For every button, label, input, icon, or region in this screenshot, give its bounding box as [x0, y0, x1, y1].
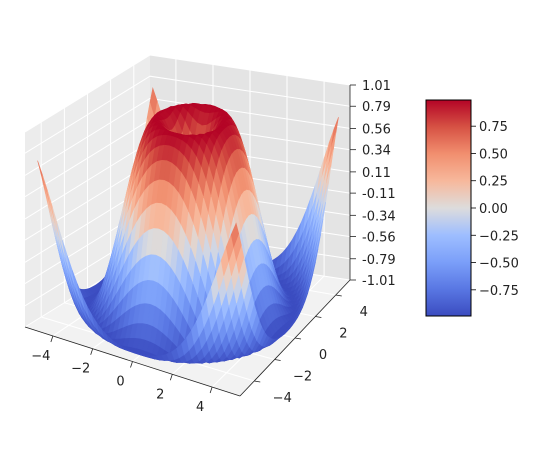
- y-tick-label: −4: [273, 391, 292, 406]
- colorbar-tick-label: 0.50: [479, 147, 508, 162]
- z-tick-label: -1.01: [362, 274, 396, 289]
- colorbar-tick-label: 0.75: [479, 120, 508, 135]
- y-tick-label: −2: [293, 369, 312, 384]
- y-tick-label: 0: [319, 348, 327, 363]
- x-tick-label: −2: [71, 362, 90, 377]
- colorbar-tick-label: −0.75: [479, 284, 519, 299]
- surface-cell: [230, 222, 240, 248]
- z-tick-label: -0.79: [362, 253, 396, 268]
- z-tick-label: 0.79: [362, 100, 391, 115]
- z-axis-ticks: -1.01 -0.79 -0.56 -0.34 -0.11 0.11 0.34 0.56 0.7…: [350, 79, 396, 289]
- colorbar-tick-label: 0.25: [479, 175, 508, 190]
- surface-mesh: [37, 86, 339, 364]
- y-axis-ticks: −4−2 024: [254, 294, 368, 406]
- x-tick-label: −4: [31, 349, 50, 364]
- y-tick-label: 2: [339, 327, 347, 342]
- z-tick-label: -0.11: [362, 187, 396, 202]
- z-tick-label: 1.01: [362, 79, 391, 94]
- z-tick-label: 0.11: [362, 166, 391, 181]
- x-tick-label: 4: [196, 400, 204, 415]
- x-tick-label: 0: [116, 375, 124, 390]
- z-tick-label: 0.56: [362, 122, 391, 137]
- y-tick-label: 4: [360, 305, 368, 320]
- colorbar-tick-label: −0.50: [479, 257, 519, 272]
- colorbar-gradient: [425, 99, 472, 317]
- x-tick-label: 2: [156, 387, 164, 402]
- z-tick-label: -0.56: [362, 231, 396, 246]
- x-axis-ticks: −4 −2 0 2 4: [31, 335, 213, 415]
- z-tick-label: -0.34: [362, 209, 396, 224]
- z-tick-label: 0.34: [362, 144, 391, 159]
- colorbar-ticks: 0.75 0.50 0.25 0.00 −0.25 −0.50 −0.75: [471, 120, 519, 299]
- colorbar-tick-label: 0.00: [479, 202, 508, 217]
- colorbar: 0.75 0.50 0.25 0.00 −0.25 −0.50 −0.75: [425, 99, 519, 317]
- colorbar-tick-label: −0.25: [479, 229, 519, 244]
